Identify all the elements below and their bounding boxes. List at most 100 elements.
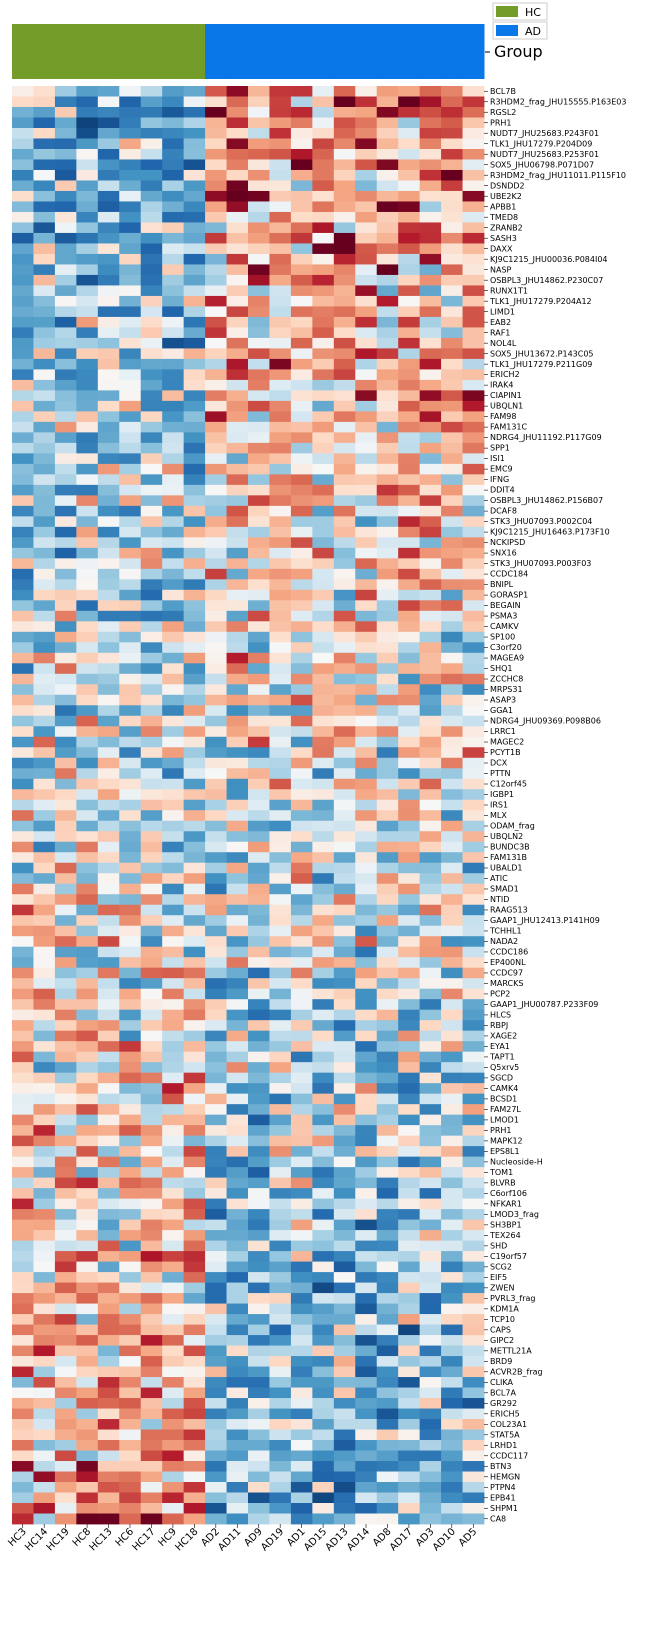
heatmap-cell (97, 904, 120, 916)
heatmap-cell (226, 978, 249, 990)
row-label: R3HDM2_frag_JHU11011.P115F10 (490, 171, 626, 180)
heatmap-cell (312, 1314, 335, 1325)
heatmap-cell (355, 1209, 378, 1221)
heatmap-cell (441, 1471, 463, 1483)
heatmap-cell (462, 1461, 485, 1472)
heatmap-cell (248, 673, 270, 685)
heatmap-cell (398, 243, 421, 255)
heatmap-cell (333, 1513, 356, 1525)
heatmap-cell (398, 505, 421, 517)
heatmap-cell (441, 222, 463, 234)
heatmap-cell (312, 1303, 335, 1315)
heatmap-cell (290, 1135, 313, 1147)
row-label: MAGEA9 (490, 654, 524, 663)
heatmap-cell (248, 547, 270, 559)
column-label: AD14 (345, 1526, 372, 1553)
heatmap-cell (97, 652, 120, 664)
heatmap-cell (76, 411, 99, 423)
heatmap-cell (226, 1398, 249, 1409)
heatmap-cell (119, 978, 142, 990)
heatmap-cell (140, 295, 163, 307)
heatmap-cell (140, 715, 163, 727)
heatmap-cell (33, 705, 56, 717)
row-label: UBQLN2 (490, 832, 523, 841)
heatmap-cell (355, 1083, 378, 1095)
heatmap-cell (333, 117, 356, 129)
heatmap-cell (226, 1335, 249, 1346)
heatmap-cell (162, 694, 185, 706)
heatmap-cell (290, 306, 313, 318)
heatmap-cell (162, 642, 185, 654)
heatmap-cell (54, 1177, 77, 1189)
heatmap-cell (97, 106, 120, 118)
heatmap-cell (162, 274, 185, 286)
heatmap-cell (226, 768, 249, 780)
heatmap-cell (248, 946, 270, 958)
heatmap-cell (183, 1083, 206, 1095)
heatmap-cell (462, 1377, 485, 1388)
heatmap-cell (398, 316, 421, 328)
heatmap-cell (183, 1398, 206, 1409)
heatmap-cell (333, 1482, 356, 1493)
heatmap-cell (376, 579, 399, 591)
heatmap-cell (290, 1387, 313, 1399)
heatmap-cell (269, 1009, 292, 1021)
heatmap-cell (269, 1293, 292, 1304)
heatmap-cell (119, 86, 142, 97)
heatmap-cell (441, 274, 463, 286)
heatmap-cell (333, 726, 356, 738)
heatmap-cell (248, 295, 270, 307)
heatmap-cell (312, 1377, 335, 1388)
heatmap-cell (419, 1366, 442, 1378)
heatmap-cell (226, 1261, 249, 1273)
heatmap-cell (248, 757, 270, 769)
heatmap-cell (140, 631, 163, 643)
heatmap-cell (462, 579, 485, 591)
heatmap-cell (248, 1125, 270, 1137)
heatmap-cell (12, 1387, 34, 1399)
heatmap-cell (33, 1051, 56, 1063)
heatmap-cell (54, 1482, 77, 1493)
heatmap-cell (355, 306, 378, 318)
heatmap-cell (269, 936, 292, 948)
heatmap-cell (54, 327, 77, 339)
heatmap-cell (355, 820, 378, 832)
heatmap-cell (183, 1345, 206, 1357)
heatmap-cell (333, 127, 356, 139)
heatmap-cell (312, 778, 335, 790)
row-label: ZCCHC8 (490, 675, 523, 684)
heatmap-cell (97, 537, 120, 549)
heatmap-cell (12, 1030, 34, 1042)
heatmap-cell (183, 999, 206, 1011)
heatmap-cell (462, 642, 485, 654)
heatmap-cell (269, 432, 292, 444)
heatmap-cell (355, 1482, 378, 1493)
heatmap-cell (54, 1492, 77, 1504)
heatmap-cell (76, 988, 99, 1000)
heatmap-cell (398, 810, 421, 822)
row-label: TCHHL1 (489, 927, 522, 936)
heatmap-cell (205, 978, 227, 990)
heatmap-cell (419, 652, 442, 664)
heatmap-cell (97, 1188, 120, 1200)
heatmap-cell (205, 222, 227, 234)
heatmap-cell (119, 1471, 142, 1483)
heatmap-cell (419, 96, 442, 108)
heatmap-cell (205, 894, 227, 906)
heatmap-cell (97, 925, 120, 937)
heatmap-cell (441, 726, 463, 738)
heatmap-cell (312, 1282, 335, 1294)
heatmap-cell (119, 1303, 142, 1315)
heatmap-cell (290, 1125, 313, 1137)
heatmap-cell (54, 211, 77, 223)
heatmap-cell (419, 684, 442, 696)
heatmap-cell (312, 999, 335, 1011)
heatmap-cell (376, 96, 399, 108)
heatmap-cell (462, 1167, 485, 1179)
heatmap-cell (269, 159, 292, 171)
heatmap-cell (269, 747, 292, 759)
heatmap-cell (226, 1041, 249, 1053)
heatmap-cell (312, 285, 335, 297)
heatmap-cell (54, 999, 77, 1011)
heatmap-cell (248, 789, 270, 801)
